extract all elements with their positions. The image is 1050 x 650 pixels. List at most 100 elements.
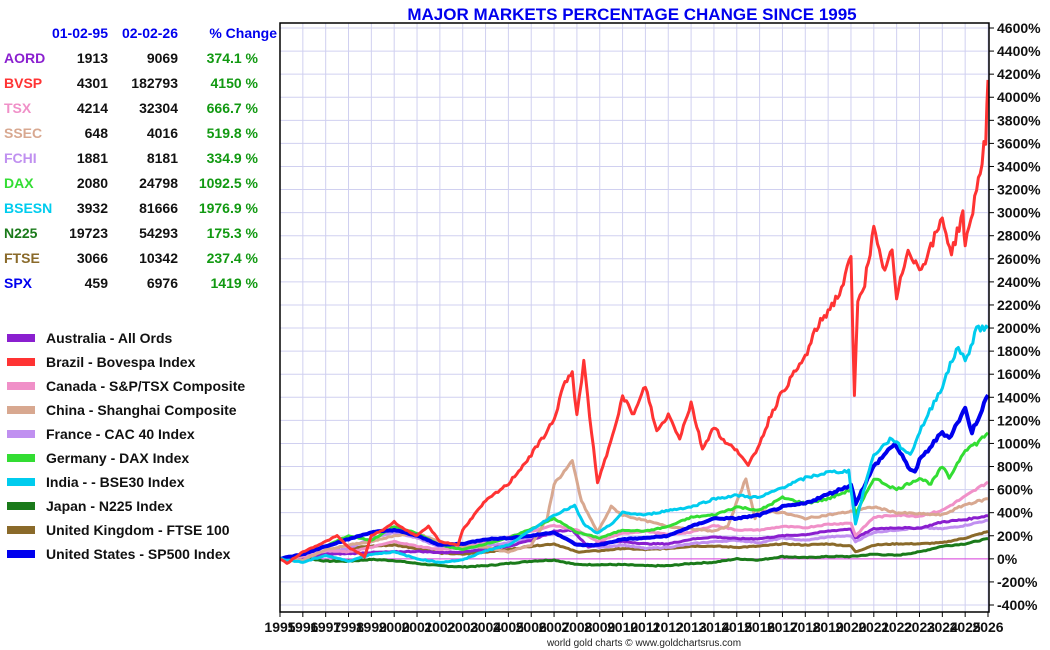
table-row: SSEC 648 4016 519.8 % [4,125,259,141]
y-tick-label: 1600% [997,366,1041,382]
series-line-india-bse30-index [279,324,990,564]
series-line-france-cac-40-index [279,518,989,561]
x-tick-label: 2007 [538,619,569,635]
x-tick-label: 2022 [881,619,912,635]
legend-label: Australia - All Ords [46,330,173,346]
legend-label: United States - SP500 Index [46,546,231,562]
legend-label: United Kingdom - FTSE 100 [46,522,230,538]
table-start-value: 1881 [77,150,108,166]
x-tick-label: 1997 [310,619,341,635]
table-row: BSESN 3932 81666 1976.9 % [4,200,259,216]
legend-item: Germany - DAX Index [7,450,189,466]
legend-item: France - CAC 40 Index [7,426,195,442]
table-start-value: 2080 [77,175,108,191]
table-row: BVSP 4301 182793 4150 % [4,75,259,91]
plot-frame [279,22,990,613]
table-start-value: 648 [85,125,109,141]
x-tick-label: 2010 [607,619,638,635]
table-header-change: % Change [209,25,277,41]
y-tick-label: 2400% [997,274,1041,290]
legend-swatch [7,382,35,390]
legend-swatch [7,358,35,366]
y-tick-label: 400% [997,505,1033,521]
y-tick-label: 2200% [997,297,1041,313]
x-tick-label: 2006 [516,619,547,635]
x-tick-label: 2025 [950,619,981,635]
table-start-value: 1913 [77,50,108,66]
table-start-value: 3066 [77,250,108,266]
legend: Australia - All Ords Brazil - Bovespa Ind… [7,330,245,562]
table-symbol: TSX [4,100,32,116]
table-symbol: BVSP [4,75,42,91]
x-tick-label: 2015 [721,619,752,635]
x-tick-label: 2001 [401,619,432,635]
x-axis: 1995199619971998199920002001200220032004… [264,612,1004,635]
table-change-value: 666.7 % [207,100,259,116]
legend-label: China - Shanghai Composite [46,402,237,418]
table-end-value: 4016 [147,125,178,141]
table-end-value: 24798 [139,175,178,191]
x-tick-label: 2019 [813,619,844,635]
table-symbol: FTSE [4,250,40,266]
series-line-china-shanghai-composite [279,459,988,562]
y-tick-label: 4400% [997,43,1041,59]
series-line-canada-s-p-tsx-composite [279,480,989,561]
series-line-united-states-sp500-index [279,394,990,561]
table-row: AORD 1913 9069 374.1 % [4,50,259,66]
x-tick-label: 2000 [379,619,410,635]
y-tick-label: 1400% [997,389,1041,405]
table-start-value: 459 [85,275,109,291]
table-end-value: 81666 [139,200,178,216]
table-header-end: 02-02-26 [122,25,178,41]
y-tick-label: 3600% [997,135,1041,151]
x-tick-label: 2018 [790,619,821,635]
x-tick-label: 1998 [333,619,364,635]
legend-item: Brazil - Bovespa Index [7,354,196,370]
x-tick-label: 2013 [676,619,707,635]
plot-area [279,22,990,613]
series-line-united-kingdom-ftse-100 [280,530,989,561]
x-tick-label: 2014 [698,619,729,635]
x-tick-label: 2003 [447,619,478,635]
table-end-value: 8181 [147,150,178,166]
x-tick-label: 1996 [287,619,318,635]
y-tick-label: 3800% [997,112,1041,128]
legend-item: Japan - N225 Index [7,498,173,514]
x-tick-label: 2004 [470,619,501,635]
y-tick-label: 2000% [997,320,1041,336]
table-end-value: 10342 [139,250,178,266]
table-start-value: 19723 [69,225,108,241]
table-row: TSX 4214 32304 666.7 % [4,100,259,116]
table-symbol: N225 [4,225,38,241]
y-tick-label: -400% [997,597,1038,613]
table-row: FCHI 1881 8181 334.9 % [4,150,259,166]
x-tick-label: 2021 [858,619,889,635]
legend-label: India - - BSE30 Index [46,474,185,490]
legend-label: Japan - N225 Index [46,498,173,514]
y-tick-label: -200% [997,574,1038,590]
x-tick-label: 2023 [904,619,935,635]
legend-item: United States - SP500 Index [7,546,231,562]
table-row: SPX 459 6976 1419 % [4,275,259,291]
table-header-start: 01-02-95 [52,25,108,41]
y-tick-label: 800% [997,459,1033,475]
x-tick-label: 2020 [835,619,866,635]
legend-swatch [7,550,35,558]
table-change-value: 237.4 % [207,250,259,266]
x-tick-label: 2005 [493,619,524,635]
table-end-value: 6976 [147,275,178,291]
y-tick-label: 0% [997,551,1018,567]
table-symbol: BSESN [4,200,52,216]
table-end-value: 54293 [139,225,178,241]
table-change-value: 1092.5 % [199,175,259,191]
table-symbol: FCHI [4,150,37,166]
y-tick-label: 2800% [997,228,1041,244]
x-tick-label: 2012 [653,619,684,635]
table-row: FTSE 3066 10342 237.4 % [4,250,259,266]
table-end-value: 32304 [139,100,178,116]
table-change-value: 374.1 % [207,50,259,66]
table-start-value: 4301 [77,75,108,91]
y-tick-label: 3000% [997,205,1041,221]
y-tick-label: 200% [997,528,1033,544]
